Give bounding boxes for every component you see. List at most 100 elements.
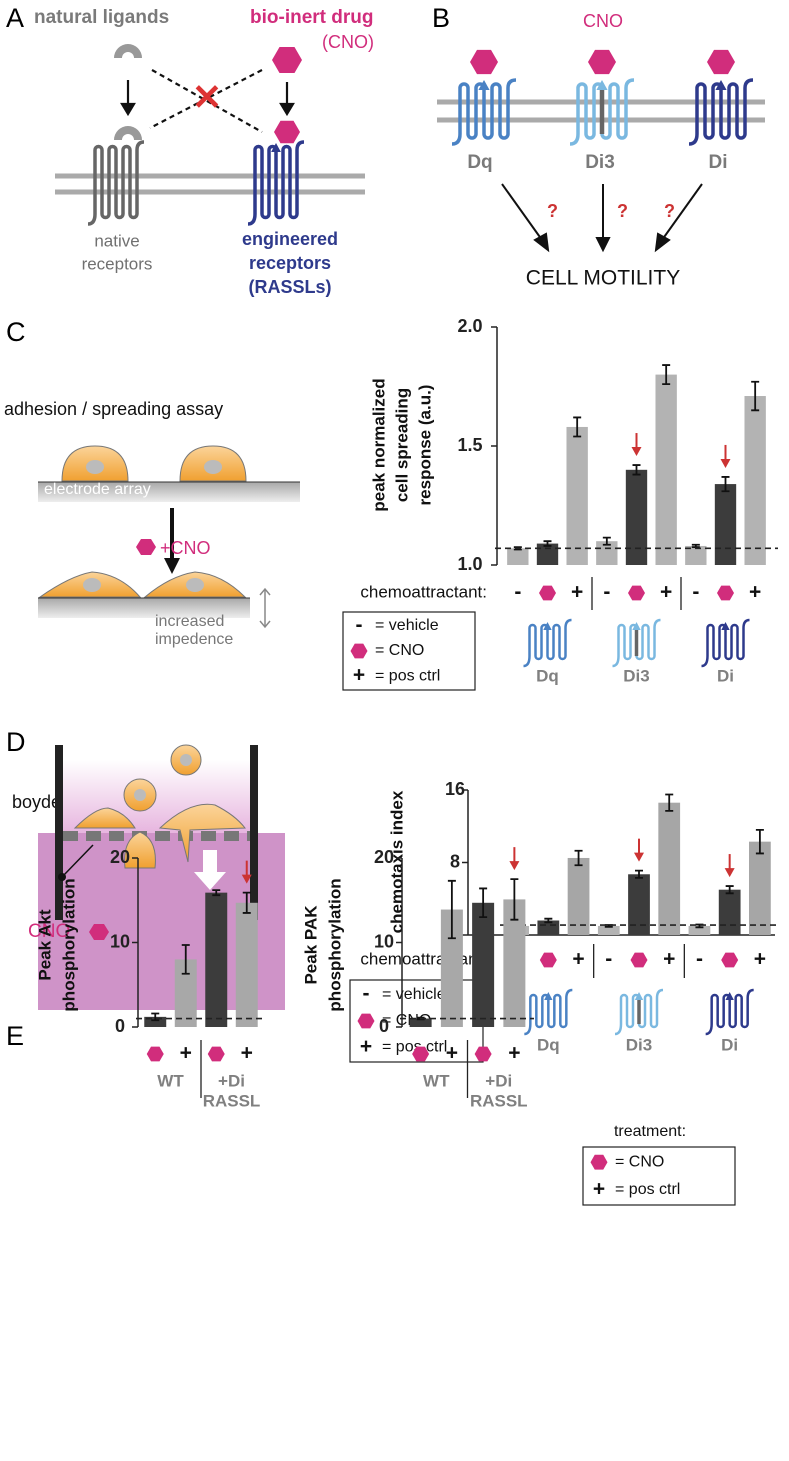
text: impedence bbox=[155, 631, 233, 648]
ligand bbox=[114, 44, 142, 58]
text: receptors bbox=[249, 253, 331, 273]
legend-label: = pos ctrl bbox=[615, 1181, 680, 1198]
y-axis-label: phosphorylation bbox=[59, 878, 78, 1011]
legend-box bbox=[582, 1146, 736, 1206]
receptor bbox=[87, 140, 145, 226]
receptor bbox=[688, 78, 754, 146]
category-label: WT bbox=[157, 1071, 184, 1090]
cell bbox=[158, 803, 246, 863]
text: natural ligands bbox=[34, 7, 169, 28]
bar bbox=[714, 484, 737, 565]
highlight-arrow bbox=[509, 861, 520, 871]
bar bbox=[597, 925, 620, 935]
highlight-arrow bbox=[724, 868, 735, 878]
text: engineered bbox=[242, 229, 338, 249]
symbol: + bbox=[663, 948, 675, 971]
error-bar bbox=[181, 944, 190, 975]
bar bbox=[174, 959, 197, 1027]
error-bar bbox=[665, 793, 674, 812]
legend-label: = vehicle bbox=[375, 617, 439, 634]
cell bbox=[73, 807, 136, 829]
symbol: + bbox=[571, 581, 583, 604]
symbol: + bbox=[180, 1042, 192, 1065]
electrode bbox=[38, 598, 250, 618]
symbol: + bbox=[508, 1042, 520, 1065]
symbol: + bbox=[353, 664, 365, 687]
error-bar bbox=[479, 887, 488, 919]
electrode bbox=[38, 482, 300, 502]
symbol: - bbox=[603, 581, 610, 604]
hexagon bbox=[628, 585, 645, 601]
hexagon bbox=[272, 46, 302, 74]
symbol: - bbox=[605, 948, 612, 971]
y-tick-label: 0 bbox=[115, 1016, 125, 1036]
nucleus bbox=[83, 578, 101, 592]
y-tick-label: 20 bbox=[110, 847, 130, 867]
text: bio-inert drug bbox=[250, 7, 373, 28]
receptor bbox=[451, 78, 517, 146]
hexagon bbox=[539, 952, 557, 968]
y-tick-label: 20 bbox=[374, 847, 394, 867]
hexagon bbox=[630, 952, 648, 968]
receptor bbox=[247, 140, 305, 226]
error-bar bbox=[635, 869, 643, 879]
bar bbox=[625, 469, 648, 565]
bar bbox=[744, 396, 766, 565]
text: (CNO) bbox=[322, 32, 374, 52]
pointer bbox=[61, 844, 94, 878]
error-bar bbox=[602, 536, 611, 546]
bar bbox=[749, 841, 771, 935]
category-label: RASSL bbox=[470, 1091, 528, 1110]
double-arrow bbox=[259, 587, 271, 596]
y-tick-label: 2.0 bbox=[457, 316, 482, 336]
symbol: + bbox=[593, 1177, 605, 1200]
text: CELL MOTILITY bbox=[526, 267, 680, 290]
category-label: Dq bbox=[537, 1035, 560, 1054]
bar bbox=[235, 902, 258, 1027]
hexagon bbox=[274, 120, 300, 144]
symbol: - bbox=[356, 613, 363, 636]
bar bbox=[409, 1018, 432, 1027]
bar bbox=[718, 889, 741, 935]
category-label: Di3 bbox=[626, 1035, 652, 1054]
bar bbox=[144, 1016, 167, 1027]
error-bar bbox=[755, 828, 764, 855]
error-bar bbox=[151, 1012, 160, 1022]
bar bbox=[628, 874, 650, 935]
text: increased bbox=[155, 613, 224, 630]
receptor-tip bbox=[596, 80, 608, 90]
y-axis-label: Peak Akt bbox=[35, 909, 54, 981]
text: native bbox=[94, 231, 139, 250]
category-label: Di3 bbox=[623, 666, 649, 685]
text: receptors bbox=[82, 254, 153, 273]
text: electrode array bbox=[44, 481, 151, 498]
symbol: + bbox=[749, 581, 761, 604]
hexagon bbox=[350, 643, 368, 659]
double-arrow bbox=[259, 620, 271, 629]
receptor-tip bbox=[725, 992, 734, 1000]
wall bbox=[250, 745, 258, 920]
symbol: + bbox=[660, 581, 672, 604]
bar bbox=[566, 426, 588, 565]
error-bar bbox=[662, 364, 671, 386]
hexagon bbox=[146, 1046, 164, 1062]
receptor-tip bbox=[634, 992, 644, 1000]
bar bbox=[440, 909, 463, 1027]
bar bbox=[507, 548, 529, 565]
error-bar bbox=[447, 879, 456, 940]
arrow bbox=[164, 558, 180, 574]
legend-label: = CNO bbox=[375, 642, 424, 659]
receptor-tip bbox=[632, 622, 641, 630]
arrow bbox=[194, 850, 226, 890]
symbol: + bbox=[360, 1035, 372, 1058]
legend-label: = pos ctrl bbox=[382, 1039, 447, 1056]
bar bbox=[537, 920, 560, 935]
nucleus bbox=[186, 578, 204, 592]
wall bbox=[55, 745, 63, 920]
highlight-arrow bbox=[634, 852, 644, 862]
hexagon bbox=[474, 1046, 492, 1062]
panel-label: B bbox=[432, 3, 450, 33]
y-tick-label: 1.0 bbox=[457, 554, 482, 574]
cell bbox=[124, 831, 156, 869]
text: (RASSLs) bbox=[248, 277, 331, 297]
